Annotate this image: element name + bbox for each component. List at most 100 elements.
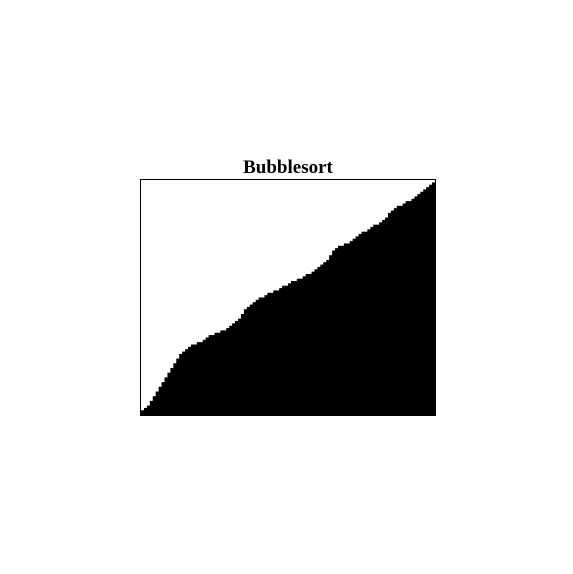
bar bbox=[235, 321, 239, 415]
bar bbox=[211, 335, 215, 415]
bar bbox=[270, 292, 274, 415]
bar bbox=[267, 292, 271, 415]
bar bbox=[314, 269, 318, 415]
bar bbox=[288, 283, 292, 415]
bar bbox=[308, 274, 313, 415]
bar bbox=[385, 217, 389, 415]
bar bbox=[226, 328, 230, 415]
bar bbox=[405, 201, 410, 415]
bar bbox=[346, 243, 351, 415]
bar bbox=[173, 363, 177, 415]
bar bbox=[229, 325, 233, 415]
bar bbox=[261, 297, 265, 415]
bar bbox=[232, 323, 236, 415]
bar bbox=[370, 227, 374, 415]
bar bbox=[193, 344, 198, 415]
bar bbox=[320, 264, 324, 415]
bar bbox=[176, 358, 180, 415]
bar bbox=[149, 400, 154, 415]
bar bbox=[264, 295, 268, 415]
bar bbox=[155, 391, 160, 415]
bar bbox=[282, 285, 286, 415]
bar bbox=[238, 318, 242, 415]
bar bbox=[305, 274, 310, 415]
bar bbox=[326, 259, 330, 415]
bar bbox=[220, 330, 224, 415]
bar bbox=[258, 297, 263, 415]
bar bbox=[382, 219, 386, 415]
bar bbox=[249, 304, 254, 415]
bar bbox=[343, 243, 348, 415]
bar bbox=[202, 339, 207, 415]
bar bbox=[276, 290, 280, 415]
bar bbox=[429, 184, 433, 415]
bar bbox=[364, 231, 368, 415]
bubblesort-plot bbox=[140, 179, 436, 416]
bar bbox=[273, 290, 277, 415]
bar bbox=[208, 335, 213, 415]
bar bbox=[399, 205, 404, 415]
bar bbox=[223, 330, 227, 415]
bar bbox=[426, 187, 430, 415]
bar bbox=[317, 266, 321, 415]
bar bbox=[417, 194, 421, 415]
plot-frame bbox=[140, 179, 436, 416]
bar bbox=[285, 285, 289, 415]
bar bbox=[170, 368, 174, 415]
bar bbox=[164, 377, 168, 415]
bar bbox=[420, 191, 424, 415]
bar bbox=[299, 278, 304, 415]
bar bbox=[423, 189, 427, 415]
bar bbox=[323, 262, 327, 415]
bar bbox=[411, 198, 415, 415]
bar bbox=[190, 344, 195, 415]
bar bbox=[179, 353, 183, 415]
bar bbox=[367, 229, 371, 415]
bar bbox=[302, 276, 307, 415]
bar bbox=[379, 222, 383, 415]
bar bbox=[146, 405, 151, 415]
bar bbox=[240, 313, 245, 415]
bar bbox=[349, 241, 354, 415]
bar bbox=[143, 407, 148, 415]
bar bbox=[337, 245, 342, 415]
bar bbox=[217, 332, 221, 415]
bar bbox=[432, 182, 436, 415]
bar bbox=[329, 255, 333, 415]
bar bbox=[214, 332, 218, 415]
bar bbox=[361, 231, 365, 415]
bar bbox=[161, 382, 166, 415]
bar bbox=[296, 278, 301, 415]
bar bbox=[376, 224, 380, 415]
bar bbox=[158, 386, 163, 415]
bar bbox=[246, 306, 251, 415]
bar bbox=[373, 224, 377, 415]
bar bbox=[352, 238, 357, 415]
bar bbox=[188, 346, 192, 415]
bar bbox=[387, 212, 392, 415]
bar bbox=[390, 210, 395, 415]
bar bbox=[332, 250, 336, 415]
bar-series bbox=[141, 182, 436, 415]
bar bbox=[402, 203, 407, 415]
bar bbox=[167, 372, 171, 415]
bar bbox=[243, 309, 248, 415]
chart-title: Bubblesort bbox=[243, 157, 333, 178]
bar bbox=[199, 342, 204, 415]
bar bbox=[355, 236, 360, 415]
bar bbox=[196, 342, 201, 415]
bar bbox=[252, 302, 257, 415]
bar bbox=[205, 337, 210, 415]
bar bbox=[293, 281, 298, 415]
bar bbox=[290, 281, 295, 415]
bar bbox=[141, 410, 145, 415]
bar bbox=[152, 396, 157, 415]
bar bbox=[279, 288, 283, 415]
bar bbox=[335, 248, 339, 415]
bar bbox=[340, 245, 345, 415]
bar bbox=[311, 271, 315, 415]
bar bbox=[255, 299, 260, 415]
bar bbox=[408, 201, 412, 415]
bar bbox=[182, 351, 186, 415]
bar bbox=[396, 205, 401, 415]
